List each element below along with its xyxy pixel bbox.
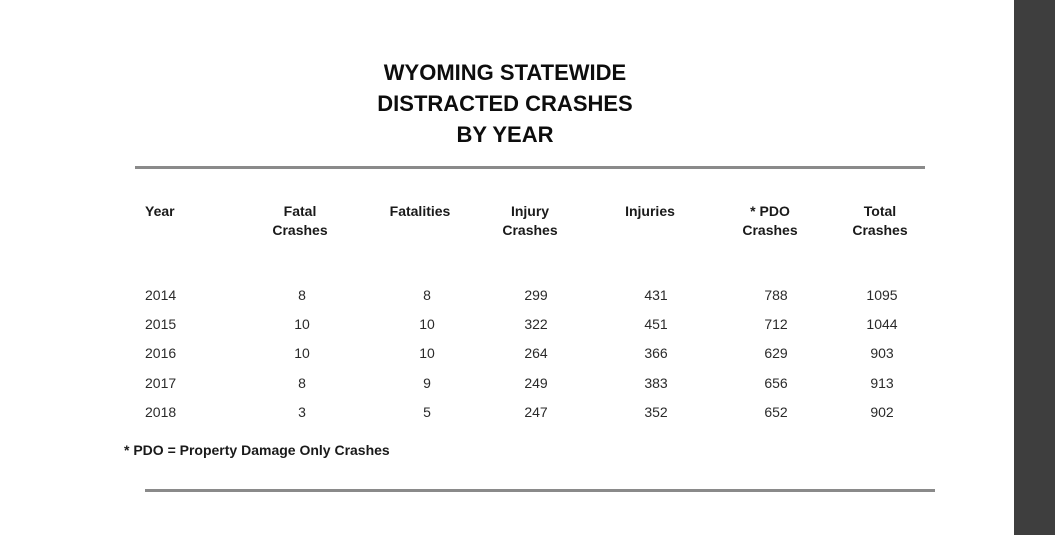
table-cell: 10	[419, 316, 435, 332]
table-cell: 903	[870, 345, 894, 361]
table-cell: 652	[764, 404, 788, 420]
table-cell: 2015	[145, 316, 177, 332]
header-pdo-crashes-line-1: * PDO	[750, 203, 790, 219]
header-fatal-crashes-line-2: Crashes	[272, 222, 328, 238]
header-fatal-crashes: Fatal Crashes	[245, 202, 355, 240]
header-injuries-line-1: Injuries	[625, 203, 675, 219]
header-total-crashes-line-2: Crashes	[852, 222, 908, 238]
header-pdo-crashes: * PDO Crashes	[715, 202, 825, 240]
table-cell: 10	[294, 316, 310, 332]
bottom-divider	[145, 489, 935, 492]
header-injuries: Injuries	[595, 202, 705, 221]
table-cell: 8	[423, 287, 431, 303]
table-cell: 299	[524, 287, 548, 303]
pdo-footnote: * PDO = Property Damage Only Crashes	[124, 442, 390, 458]
header-year: Year	[145, 202, 205, 221]
table-cell: 2014	[145, 287, 177, 303]
header-injury-crashes: Injury Crashes	[475, 202, 585, 240]
viewer-scroll-gutter[interactable]	[1014, 0, 1055, 535]
table-cell: 3	[298, 404, 306, 420]
table-cell: 712	[764, 316, 788, 332]
table-cell: 913	[870, 375, 894, 391]
header-fatal-crashes-line-1: Fatal	[283, 203, 317, 219]
document-title: WYOMING STATEWIDE DISTRACTED CRASHES BY …	[300, 57, 710, 150]
header-fatalities: Fatalities	[365, 202, 475, 221]
table-cell: 1095	[866, 287, 898, 303]
title-line-1: WYOMING STATEWIDE	[383, 60, 627, 85]
table-cell: 8	[298, 287, 306, 303]
table-cell: 1044	[866, 316, 898, 332]
table-cell: 247	[524, 404, 548, 420]
title-line-2: DISTRACTED CRASHES	[377, 91, 633, 116]
table-cell: 431	[644, 287, 668, 303]
table-cell: 10	[294, 345, 310, 361]
table-cell: 788	[764, 287, 788, 303]
title-line-3: BY YEAR	[456, 122, 554, 147]
table-cell: 656	[764, 375, 788, 391]
table-cell: 2016	[145, 345, 177, 361]
table-cell: 629	[764, 345, 788, 361]
table-cell: 322	[524, 316, 548, 332]
table-cell: 9	[423, 375, 431, 391]
table-cell: 451	[644, 316, 668, 332]
header-injury-crashes-line-1: Injury	[510, 203, 550, 219]
table-cell: 8	[298, 375, 306, 391]
header-fatalities-line-1: Fatalities	[389, 203, 451, 219]
table-cell: 352	[644, 404, 668, 420]
table-cell: 2018	[145, 404, 177, 420]
header-injury-crashes-line-2: Crashes	[502, 222, 558, 238]
table-cell: 10	[419, 345, 435, 361]
table-cell: 366	[644, 345, 668, 361]
table-cell: 249	[524, 375, 548, 391]
table-cell: 383	[644, 375, 668, 391]
top-divider	[135, 166, 925, 169]
table-cell: 2017	[145, 375, 177, 391]
table-cell: 5	[423, 404, 431, 420]
header-total-crashes-line-1: Total	[863, 203, 897, 219]
header-year-line-1: Year	[145, 203, 175, 219]
document-page: WYOMING STATEWIDE DISTRACTED CRASHES BY …	[124, 57, 935, 492]
header-total-crashes: Total Crashes	[825, 202, 935, 240]
table-cell: 264	[524, 345, 548, 361]
table-cell: 902	[870, 404, 894, 420]
header-pdo-crashes-line-2: Crashes	[742, 222, 798, 238]
